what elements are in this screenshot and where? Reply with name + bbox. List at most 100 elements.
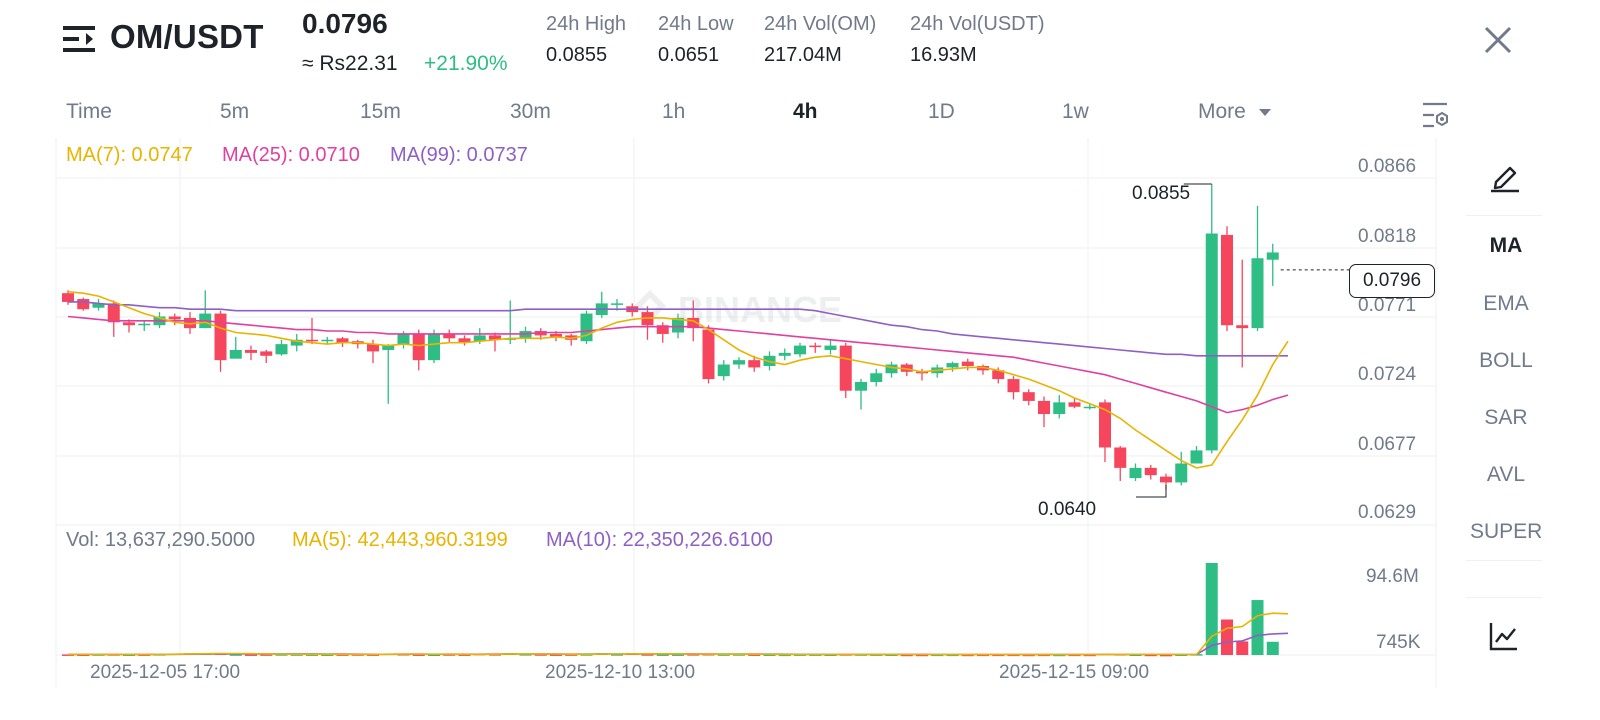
volume-bar <box>824 654 837 657</box>
candle-body <box>748 360 761 368</box>
candle-body <box>1022 392 1035 401</box>
candle-body <box>397 333 410 345</box>
indicator-avl[interactable]: AVL <box>1486 463 1526 486</box>
stat-high-label: 24h High <box>546 13 627 35</box>
indicator-boll[interactable]: BOLL <box>1479 349 1533 372</box>
candle-body <box>92 303 105 308</box>
candle-body <box>1266 252 1279 260</box>
candle-body <box>550 333 562 337</box>
candle-body <box>855 381 867 391</box>
candle-body <box>839 345 852 391</box>
ma7-line <box>67 290 1289 469</box>
candle-body <box>580 313 593 342</box>
volume-bar <box>672 654 684 656</box>
caret-down-icon <box>1258 109 1271 117</box>
tab-30m[interactable]: 30m <box>510 100 551 123</box>
candle-body <box>702 329 715 380</box>
tab-more-label: More <box>1198 100 1246 123</box>
volume-bar <box>77 654 90 657</box>
ma99-line <box>68 301 1288 357</box>
volume-bar <box>412 654 425 656</box>
tab-4h[interactable]: 4h <box>793 100 818 123</box>
low-marker-label: 0.0640 <box>1038 499 1097 520</box>
candle-body <box>428 333 440 361</box>
volume-bar <box>519 654 532 656</box>
vol-ma5-legend: MA(5): 42,443,960.3199 <box>292 529 508 551</box>
indicator-ema[interactable]: EMA <box>1483 292 1529 315</box>
candle-body <box>611 303 623 305</box>
volume-bar <box>565 654 578 656</box>
low-marker-line <box>1136 484 1167 498</box>
candle-body <box>260 351 273 356</box>
sub-indicator-chart-icon[interactable] <box>1488 620 1520 652</box>
candle-body <box>336 338 349 343</box>
y-tick-label: 0.0629 <box>1358 502 1417 523</box>
last-price: 0.0796 <box>302 8 388 39</box>
vol-tick-label: 94.6M <box>1366 566 1419 587</box>
indicator-sar[interactable]: SAR <box>1484 406 1528 429</box>
volume-bar <box>763 654 776 657</box>
tab-time[interactable]: Time <box>66 100 112 123</box>
candle-body <box>992 370 1005 380</box>
candle-body <box>687 317 700 329</box>
stat-vol-om-label: 24h Vol(OM) <box>764 13 877 35</box>
candle-body <box>672 317 684 333</box>
candle-body <box>717 364 730 377</box>
tab-1h[interactable]: 1h <box>662 100 686 123</box>
candle-body <box>778 352 791 356</box>
volume-bar <box>1022 654 1035 657</box>
chart-settings-icon[interactable] <box>1420 100 1450 130</box>
volume-bar <box>1083 654 1096 657</box>
volume-bar <box>458 654 471 656</box>
candle-body <box>489 335 501 340</box>
tab-1d[interactable]: 1D <box>928 100 955 123</box>
candle-body <box>733 360 745 365</box>
candle-body <box>107 303 120 323</box>
candle-body <box>1160 476 1172 483</box>
volume-bar <box>1236 641 1249 655</box>
volume-bar <box>123 654 135 657</box>
ma25-line <box>67 315 1289 414</box>
volume-bar <box>641 654 654 656</box>
volume-bar <box>260 654 273 656</box>
volume-bar <box>534 654 547 656</box>
tab-1w[interactable]: 1w <box>1062 100 1089 123</box>
tab-15m[interactable]: 15m <box>360 100 401 123</box>
candle-body <box>1251 258 1264 329</box>
candle-body <box>306 339 318 342</box>
candle-body <box>1083 406 1096 409</box>
candle-body <box>229 349 242 359</box>
vol-ma10-legend: MA(10): 22,350,226.6100 <box>546 529 773 551</box>
side-divider <box>1466 597 1542 598</box>
x-tick-label: 2025-12-10 13:00 <box>545 662 696 683</box>
pair-title[interactable]: OM/USDT <box>110 18 264 55</box>
volume-bar <box>428 654 440 657</box>
volume-bar <box>229 654 242 656</box>
stat-vol-om-value: 217.04M <box>764 44 842 66</box>
close-icon[interactable] <box>1478 20 1518 60</box>
volume-bar <box>1160 654 1172 657</box>
tab-more[interactable]: More <box>1198 100 1272 124</box>
volume-bar <box>611 654 623 656</box>
volume-bar <box>778 654 791 657</box>
candle-body <box>1221 234 1233 326</box>
side-divider <box>1466 560 1542 561</box>
volume-bar <box>321 654 334 657</box>
candle-body <box>870 373 883 382</box>
candle-body <box>77 299 90 310</box>
candle-body <box>794 345 806 355</box>
side-divider <box>1466 215 1542 216</box>
volume-bar <box>1053 654 1066 657</box>
price-change: +21.90% <box>424 52 508 75</box>
indicator-super[interactable]: SUPER <box>1470 520 1543 543</box>
candle-body <box>809 345 822 348</box>
indicator-ma[interactable]: MA <box>1489 234 1523 257</box>
volume-bar <box>1205 563 1218 655</box>
candle-body <box>473 335 486 342</box>
vol-tick-label: 745K <box>1376 632 1421 653</box>
tab-5m[interactable]: 5m <box>220 100 250 123</box>
pencil-icon[interactable] <box>1488 160 1522 194</box>
ma25-legend: MA(25): 0.0710 <box>222 144 360 166</box>
menu-icon[interactable] <box>62 22 96 56</box>
